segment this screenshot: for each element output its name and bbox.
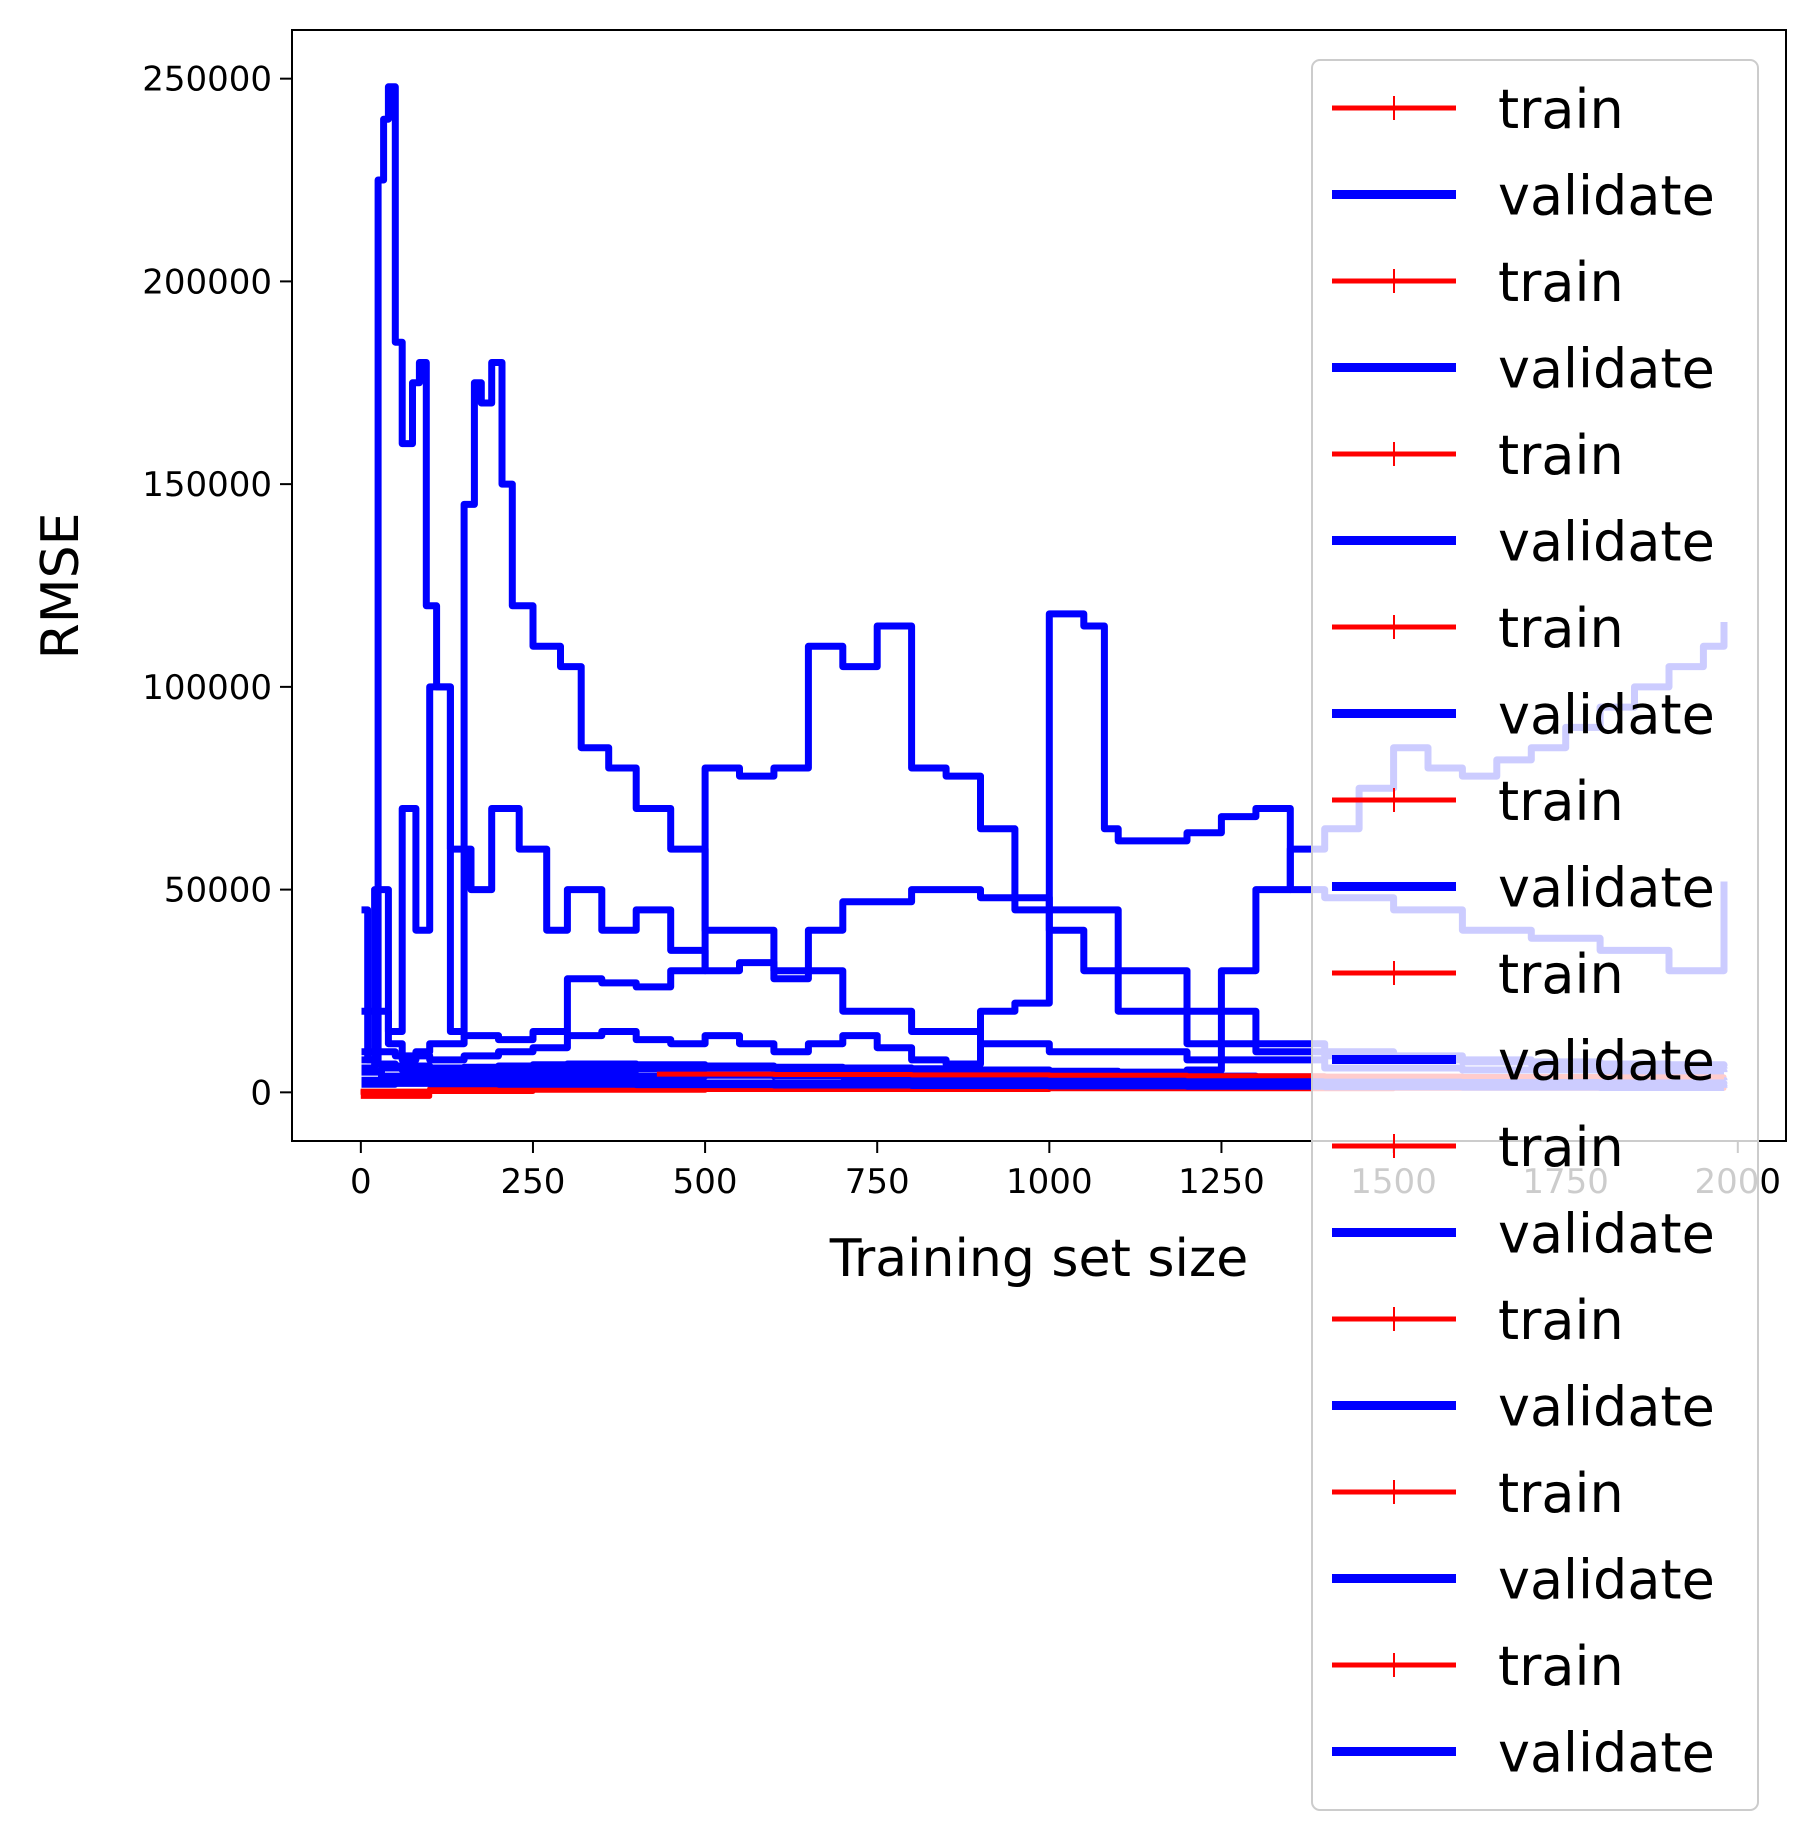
legend-label-validate: validate	[1498, 511, 1715, 574]
series-line-validate-1	[361, 83, 1728, 1075]
y-tick-label: 50000	[164, 871, 272, 911]
legend-label-validate: validate	[1498, 857, 1715, 920]
legend-label-train: train	[1498, 78, 1624, 141]
x-tick-label: 500	[673, 1162, 738, 1202]
y-axis: 0 50000 100000 150000 200000 250000	[142, 60, 292, 1113]
plot-frame	[291, 29, 1787, 1142]
x-tick-label: 1250	[1178, 1162, 1265, 1202]
y-tick-label: 0	[250, 1073, 272, 1113]
legend-label-validate: validate	[1498, 1722, 1715, 1785]
legend-label-validate: validate	[1498, 1030, 1715, 1093]
legend-label-validate: validate	[1498, 1203, 1715, 1266]
x-tick-label: 250	[501, 1162, 566, 1202]
legend-label-validate: validate	[1498, 684, 1715, 747]
legend-label-train: train	[1498, 251, 1624, 314]
legend-label-train: train	[1498, 1462, 1624, 1525]
y-tick-label: 200000	[142, 262, 272, 302]
x-tick-label: 1000	[1006, 1162, 1093, 1202]
legend-label-validate: validate	[1498, 338, 1715, 401]
y-axis-label: RMSE	[31, 513, 91, 660]
legend-label-train: train	[1498, 1116, 1624, 1179]
legend-label-train: train	[1498, 943, 1624, 1006]
legend-label-validate: validate	[1498, 1376, 1715, 1439]
x-tick-label: 750	[845, 1162, 910, 1202]
y-tick-label: 250000	[142, 60, 272, 100]
legend-label-train: train	[1498, 597, 1624, 660]
x-tick-label: 0	[350, 1162, 372, 1202]
legend-label-train: train	[1498, 770, 1624, 833]
legend-label-train: train	[1498, 1289, 1624, 1352]
legend-label-validate: validate	[1498, 1549, 1715, 1612]
legend-label-train: train	[1498, 1635, 1624, 1698]
legend-label-train: train	[1498, 424, 1624, 487]
y-tick-label: 100000	[142, 668, 272, 708]
legend-label-validate: validate	[1498, 165, 1715, 228]
legend: train validate train validate train validate t…	[1311, 59, 1759, 1811]
x-axis-label: Training set size	[829, 1229, 1249, 1289]
legend-frame	[1311, 59, 1759, 1811]
y-tick-label: 150000	[142, 465, 272, 505]
